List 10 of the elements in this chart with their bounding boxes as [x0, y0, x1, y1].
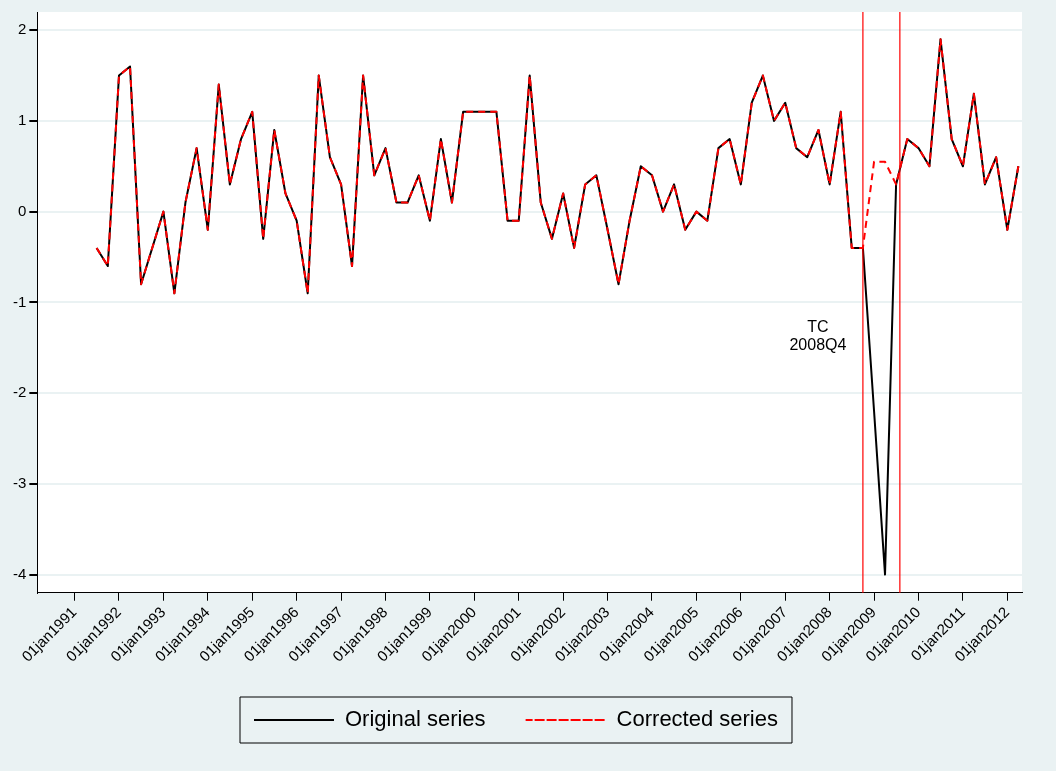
y-tick-label: -2 [12, 383, 27, 401]
y-tick-label: -4 [12, 564, 27, 582]
y-tick-label: 2 [17, 20, 27, 38]
legend-label: Corrected series [616, 706, 778, 732]
y-tick-label: 1 [17, 111, 27, 129]
y-tick-label: 0 [17, 201, 27, 219]
legend-label: Original series [345, 706, 486, 732]
annotation: TC 2008Q4 [789, 317, 847, 353]
y-tick-label: -1 [12, 292, 27, 310]
y-tick-label: -3 [12, 473, 27, 491]
